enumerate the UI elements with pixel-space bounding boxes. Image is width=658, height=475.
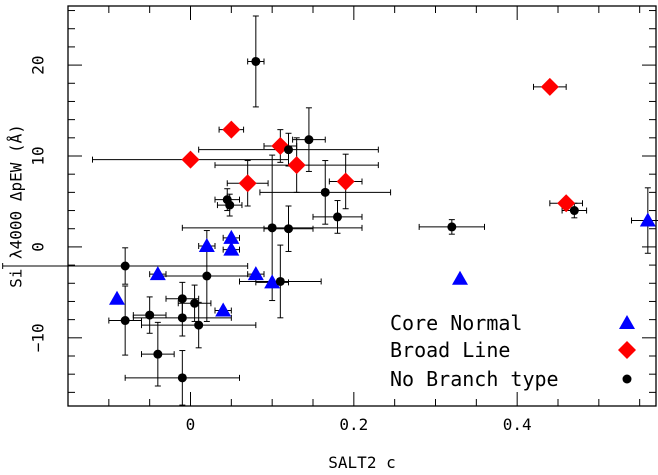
axis-ticks: [68, 6, 656, 406]
triangle-point: [109, 290, 125, 305]
triangle-point: [247, 266, 264, 281]
plot-frame: [67, 5, 657, 407]
circle-point: [120, 261, 130, 271]
circle-point: [225, 200, 235, 210]
markers: [109, 56, 656, 383]
triangle-point: [223, 241, 240, 256]
legend-label: No Branch type: [390, 367, 559, 391]
diamond-point: [238, 174, 257, 193]
triangle-point: [215, 302, 232, 317]
triangle-point: [223, 229, 240, 244]
x-tick-label: 0.4: [503, 415, 532, 434]
triangle-point: [198, 238, 215, 252]
y-tick-label: 10: [29, 146, 48, 165]
diamond-point: [540, 77, 559, 96]
diamond-point: [557, 194, 576, 213]
circle-point: [569, 206, 579, 216]
circle-point: [194, 320, 204, 330]
x-tick-label: 0: [186, 415, 196, 434]
circle-point: [120, 316, 130, 326]
circle-point: [333, 212, 342, 222]
circle-point: [267, 223, 277, 233]
circle-point: [177, 373, 187, 383]
y-axis-label: Si λ4000 ΔpEW (Å): [7, 124, 26, 288]
x-axis-label: SALT2 c: [328, 453, 395, 472]
circle-point: [145, 310, 155, 320]
circle-point: [177, 294, 187, 304]
axis-tick-labels: 0 0.2 0.4 −10 0 10 20: [29, 55, 532, 434]
legend-label: Core Normal: [390, 311, 522, 335]
circle-point: [447, 222, 457, 232]
circle-point: [320, 187, 330, 197]
legend: Core Normal Broad Line No Branch type: [390, 311, 636, 391]
triangle-point: [149, 266, 166, 281]
diamond-point: [336, 172, 355, 191]
diamond-point: [222, 120, 241, 139]
y-tick-label: 0: [29, 242, 48, 252]
circle-point: [284, 145, 293, 155]
diamond-point: [181, 150, 200, 169]
legend-label: Broad Line: [390, 338, 510, 362]
circle-point: [190, 298, 200, 308]
legend-circle-marker: [622, 374, 632, 384]
legend-diamond-marker: [618, 341, 636, 359]
triangle-point: [639, 212, 656, 227]
circle-point: [251, 56, 261, 66]
legend-triangle-marker: [619, 315, 635, 329]
circle-point: [284, 224, 293, 234]
diamond-point: [287, 156, 306, 175]
y-tick-label: 20: [29, 55, 48, 74]
circle-point: [177, 313, 187, 323]
triangle-point: [264, 274, 281, 289]
circle-point: [304, 135, 314, 145]
circle-point: [202, 271, 212, 281]
circle-point: [275, 276, 285, 286]
triangle-point: [452, 270, 468, 285]
x-tick-label: 0.2: [339, 415, 368, 434]
circle-point: [153, 349, 163, 359]
y-tick-label: −10: [29, 323, 48, 352]
